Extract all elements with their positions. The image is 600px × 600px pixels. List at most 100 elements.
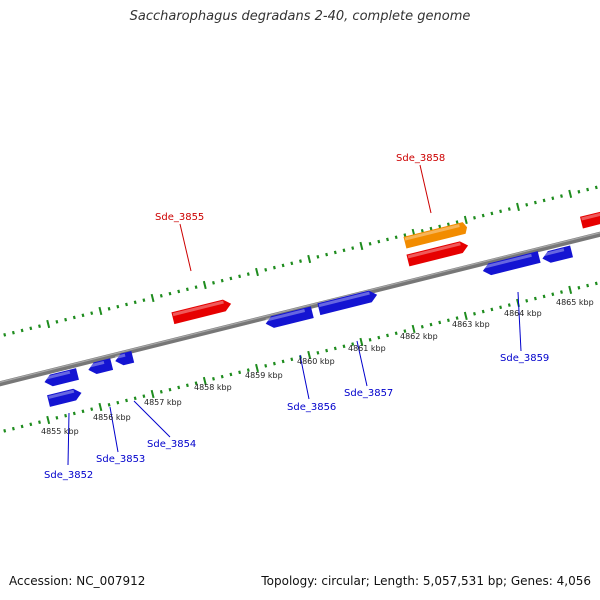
genome-backbone-highlight bbox=[0, 232, 600, 383]
gene-label[interactable]: Sde_3853 bbox=[96, 454, 145, 465]
upper-tick bbox=[185, 287, 189, 292]
lower-tick bbox=[499, 305, 503, 310]
upper-tick bbox=[586, 187, 590, 192]
lower-tick bbox=[255, 363, 259, 373]
leader-line bbox=[517, 291, 522, 352]
lower-tick bbox=[212, 376, 215, 381]
gene-label[interactable]: Sde_3852 bbox=[44, 470, 93, 481]
lower-tick bbox=[72, 411, 76, 416]
upper-tick bbox=[307, 254, 312, 264]
lower-tick bbox=[11, 426, 15, 431]
lower-tick bbox=[150, 389, 155, 399]
upper-tick bbox=[55, 320, 59, 324]
gene-sde-3859[interactable] bbox=[481, 251, 541, 277]
lower-tick bbox=[290, 357, 294, 362]
lower-tick bbox=[490, 307, 494, 312]
gene-label[interactable]: Sde_3856 bbox=[287, 402, 336, 413]
scale-label: 4857 kbp bbox=[144, 398, 182, 407]
gene-sde-3852b[interactable] bbox=[47, 387, 83, 407]
upper-tick bbox=[168, 291, 172, 296]
upper-tick bbox=[325, 252, 329, 257]
leader-line bbox=[109, 406, 119, 453]
upper-tick bbox=[359, 241, 364, 251]
scale-label: 4858 kbp bbox=[194, 383, 232, 392]
upper-tick bbox=[20, 328, 24, 333]
upper-tick bbox=[255, 267, 259, 277]
leader-line bbox=[67, 412, 70, 466]
leader-line bbox=[419, 164, 432, 214]
gene-sde-3852[interactable] bbox=[43, 368, 79, 388]
upper-tick bbox=[38, 324, 41, 328]
lower-tick bbox=[220, 374, 224, 379]
upper-tick bbox=[72, 315, 76, 320]
lower-tick bbox=[525, 298, 529, 303]
upper-tick bbox=[455, 220, 459, 224]
lower-tick bbox=[568, 285, 573, 295]
upper-tick bbox=[133, 300, 137, 305]
lower-tick bbox=[194, 381, 198, 385]
scale-label: 4863 kbp bbox=[452, 320, 490, 329]
upper-tick bbox=[551, 196, 555, 201]
upper-tick bbox=[594, 185, 598, 190]
gene-sde-3855[interactable] bbox=[171, 298, 232, 325]
leader-line bbox=[356, 340, 368, 387]
lower-tick bbox=[20, 424, 24, 429]
lower-tick bbox=[333, 346, 337, 351]
gene-sde-3856[interactable] bbox=[264, 306, 314, 329]
lower-tick bbox=[38, 420, 41, 424]
gene-sde-3853[interactable] bbox=[87, 358, 114, 375]
lower-tick bbox=[420, 324, 424, 329]
lower-tick bbox=[394, 331, 398, 336]
scale-label: 4865 kbp bbox=[556, 298, 594, 307]
gene-label[interactable]: Sde_3859 bbox=[500, 353, 549, 364]
lower-tick bbox=[185, 383, 189, 388]
lower-tick bbox=[307, 350, 312, 360]
lower-tick bbox=[29, 422, 33, 427]
gene-sde-3854[interactable] bbox=[114, 351, 135, 367]
lower-tick bbox=[98, 402, 103, 412]
lower-tick bbox=[542, 294, 546, 299]
genome-backbone bbox=[0, 231, 600, 387]
lower-tick bbox=[586, 283, 590, 288]
leader-line bbox=[299, 354, 310, 400]
upper-tick bbox=[446, 222, 450, 227]
lower-tick bbox=[46, 415, 51, 425]
lower-tick bbox=[359, 337, 364, 347]
upper-tick bbox=[473, 215, 476, 220]
lower-tick bbox=[446, 318, 450, 323]
upper-tick bbox=[229, 276, 233, 281]
lower-tick bbox=[368, 337, 372, 342]
gene-label[interactable]: Sde_3854 bbox=[147, 439, 196, 450]
lower-tick bbox=[168, 387, 172, 392]
gene-sde-3860[interactable] bbox=[579, 210, 600, 229]
lower-tick bbox=[202, 376, 207, 386]
lower-tick bbox=[411, 324, 416, 334]
lower-tick bbox=[560, 290, 563, 294]
upper-tick bbox=[490, 211, 494, 216]
scale-label: 4862 kbp bbox=[400, 332, 438, 341]
gene-label[interactable]: Sde_3858 bbox=[396, 153, 445, 164]
upper-tick bbox=[246, 272, 250, 276]
gene-label[interactable]: Sde_3855 bbox=[155, 212, 204, 223]
upper-tick bbox=[29, 326, 33, 331]
lower-tick bbox=[238, 370, 242, 375]
gene-label[interactable]: Sde_3857 bbox=[344, 388, 393, 399]
upper-tick bbox=[177, 289, 181, 294]
lower-tick bbox=[133, 396, 137, 401]
lower-tick bbox=[229, 372, 233, 377]
gene-sde-3859b[interactable] bbox=[541, 245, 574, 265]
gene-sde-3858[interactable] bbox=[406, 240, 469, 267]
scale-label: 4864 kbp bbox=[504, 309, 542, 318]
lower-tick bbox=[81, 409, 85, 414]
lower-tick bbox=[403, 329, 407, 333]
upper-tick bbox=[560, 194, 563, 198]
upper-tick bbox=[463, 215, 468, 225]
upper-tick bbox=[64, 317, 68, 322]
lower-tick bbox=[455, 316, 459, 320]
upper-tick bbox=[11, 330, 15, 335]
lower-tick bbox=[594, 281, 598, 286]
gene-sde-3857[interactable] bbox=[317, 289, 378, 316]
gene-sde-3858-highlight[interactable] bbox=[403, 221, 468, 249]
lower-tick bbox=[3, 429, 7, 433]
upper-tick bbox=[116, 304, 120, 309]
